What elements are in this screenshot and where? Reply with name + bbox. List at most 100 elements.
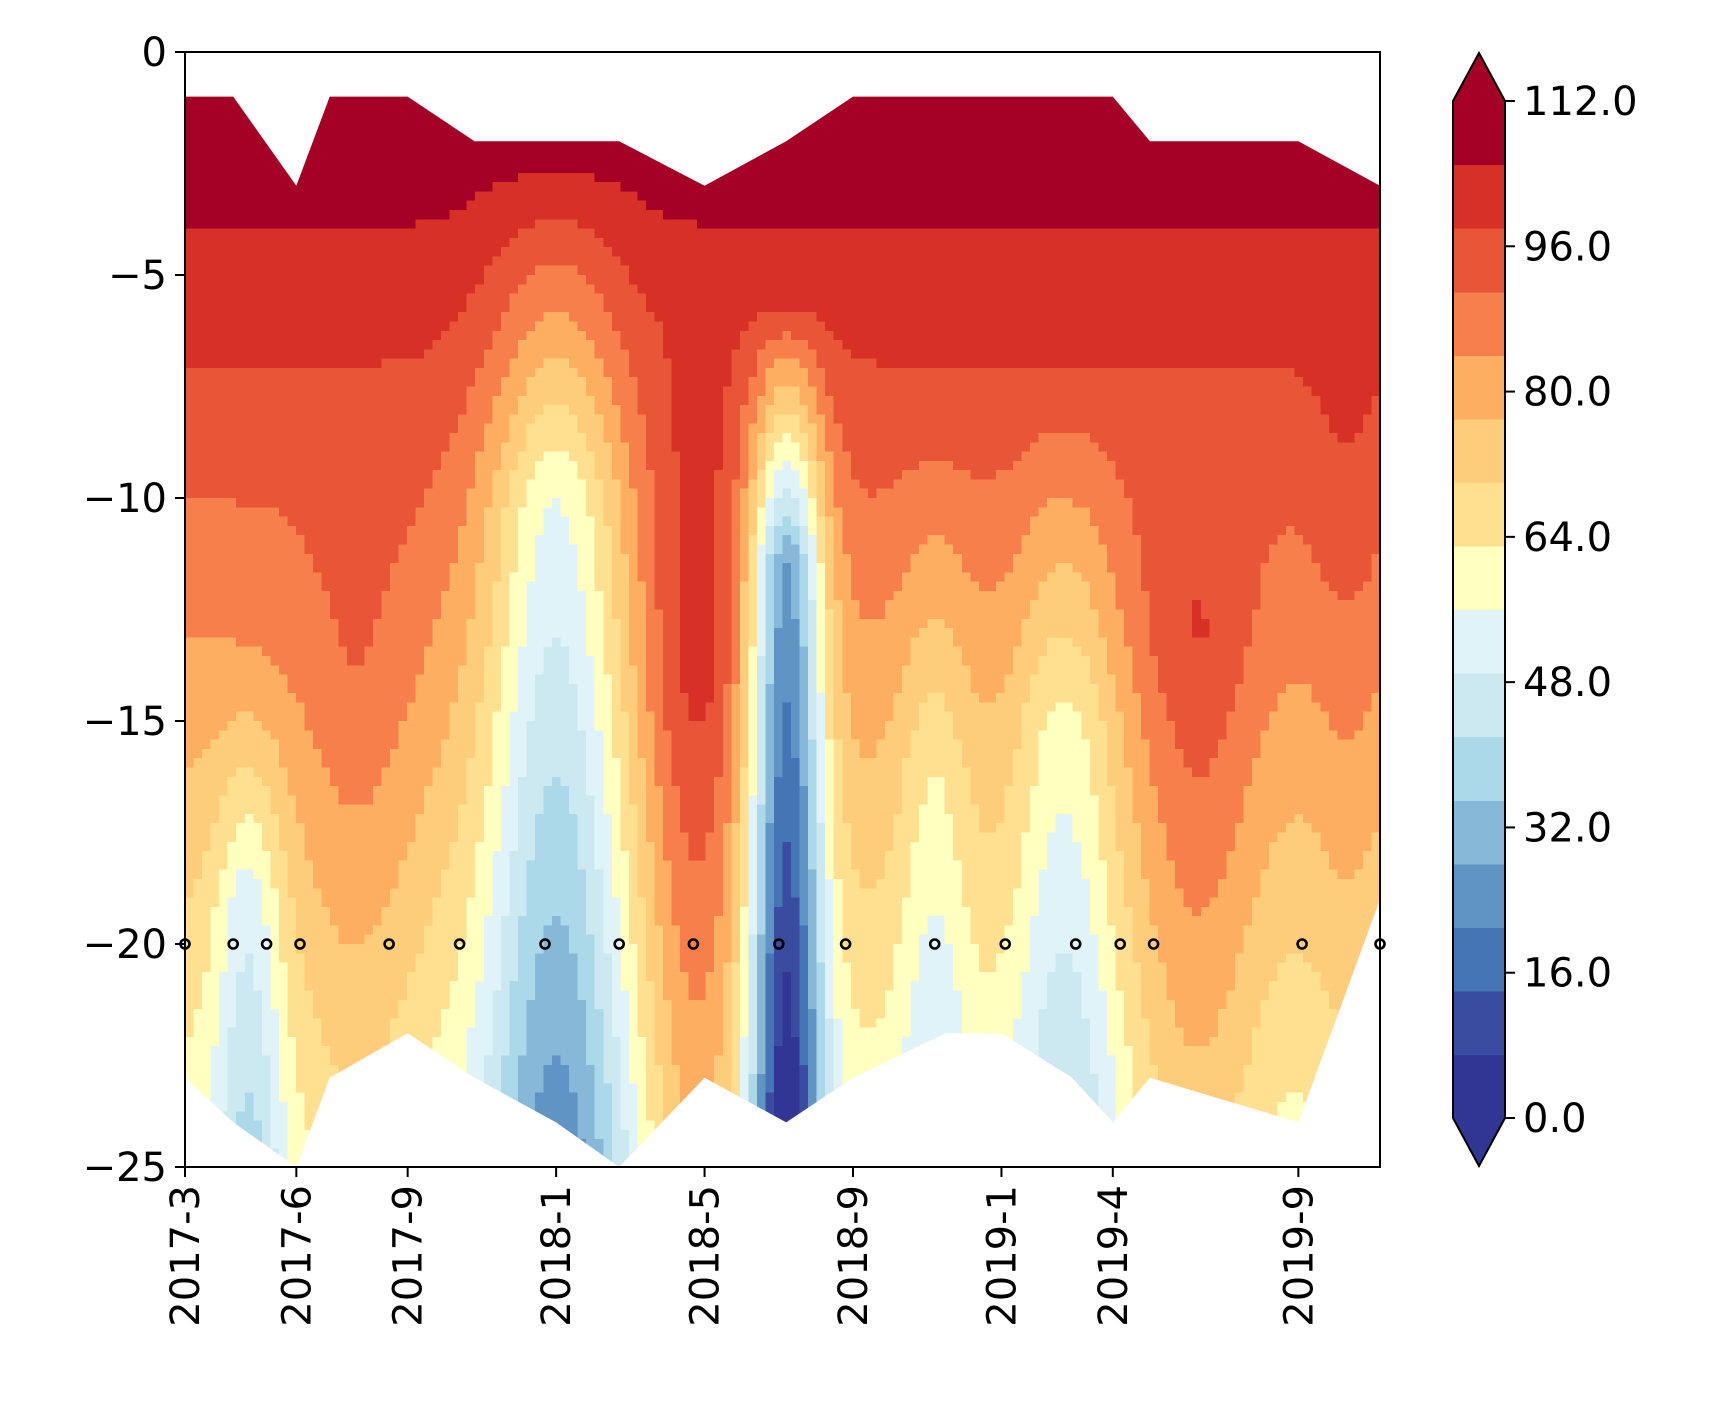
contour-cell <box>364 748 374 759</box>
contour-cell <box>364 358 374 369</box>
contour-cell <box>381 479 391 490</box>
contour-cell <box>185 674 195 685</box>
contour-cell <box>389 442 399 453</box>
contour-cell <box>202 1009 212 1019</box>
contour-cell <box>202 878 212 889</box>
contour-cell <box>253 1074 263 1084</box>
contour-cell <box>193 841 203 852</box>
contour-cell <box>424 999 434 1010</box>
contour-cell <box>227 228 237 239</box>
contour-cell <box>406 516 417 527</box>
contour-cell <box>449 767 459 778</box>
contour-cell <box>304 748 314 759</box>
contour-cell <box>475 869 485 880</box>
contour-cell <box>364 990 374 1001</box>
contour-cell <box>295 795 306 806</box>
contour-cell <box>278 247 289 258</box>
contour-cell <box>509 1027 519 1038</box>
contour-cell <box>534 293 545 304</box>
contour-cell <box>261 1129 271 1140</box>
contour-cell <box>227 386 237 397</box>
contour-cell <box>330 841 340 852</box>
contour-cell <box>458 841 468 852</box>
contour-cell <box>509 990 519 1001</box>
contour-cell <box>449 683 459 694</box>
contour-cell <box>321 655 331 666</box>
contour-cell <box>210 228 220 239</box>
contour-cell <box>509 340 519 350</box>
contour-cell <box>406 981 417 992</box>
contour-cell <box>526 423 536 434</box>
contour-cell <box>219 553 229 564</box>
contour-cell <box>355 321 365 332</box>
contour-cell <box>219 944 229 954</box>
contour-cell <box>321 600 331 611</box>
contour-cell <box>304 999 314 1010</box>
contour-cell <box>398 98 408 109</box>
contour-cell <box>287 813 297 824</box>
contour-cell <box>261 293 271 304</box>
contour-cell <box>424 990 434 1001</box>
contour-cell <box>227 442 237 453</box>
contour-cell <box>424 823 434 834</box>
contour-cell <box>458 1018 468 1029</box>
contour-cell <box>415 293 425 304</box>
contour-cell <box>304 888 314 899</box>
contour-cell <box>270 154 280 165</box>
contour-cell <box>338 832 348 843</box>
contour-cell <box>389 1009 399 1019</box>
contour-cell <box>193 981 203 992</box>
contour-cell <box>261 386 271 397</box>
contour-cell <box>287 451 297 462</box>
contour-cell <box>236 776 246 787</box>
contour-cell <box>364 1046 374 1057</box>
contour-cell <box>321 144 331 155</box>
contour-cell <box>415 479 425 490</box>
contour-cell <box>185 832 195 843</box>
contour-cell <box>406 860 417 871</box>
contour-cell <box>364 144 374 155</box>
contour-cell <box>534 479 545 490</box>
contour-cell <box>364 795 374 806</box>
contour-cell <box>492 1074 502 1084</box>
contour-cell <box>313 711 323 722</box>
contour-cell <box>227 191 237 202</box>
contour-cell <box>355 377 365 388</box>
contour-cell <box>424 191 434 202</box>
contour-cell <box>347 182 357 192</box>
contour-cell <box>534 460 545 471</box>
contour-cell <box>389 154 399 165</box>
contour-cell <box>278 498 289 508</box>
contour-cell <box>381 590 391 601</box>
contour-cell <box>210 628 220 638</box>
contour-cell <box>185 451 195 462</box>
contour-cell <box>219 925 229 936</box>
contour-cell <box>202 172 212 183</box>
contour-cell <box>441 906 451 917</box>
contour-cell <box>253 786 263 796</box>
contour-cell <box>475 590 485 601</box>
contour-cell <box>295 758 306 769</box>
contour-cell <box>389 144 399 155</box>
contour-cell <box>270 990 280 1001</box>
contour-cell <box>244 284 254 295</box>
contour-cell <box>278 377 289 388</box>
contour-cell <box>347 674 357 685</box>
contour-cell <box>355 925 365 936</box>
contour-cell <box>244 897 254 908</box>
contour-cell <box>295 581 306 592</box>
contour-cell <box>526 498 536 508</box>
contour-cell <box>381 962 391 973</box>
contour-cell <box>202 1046 212 1057</box>
contour-cell <box>364 414 374 425</box>
contour-cell <box>227 367 237 378</box>
contour-cell <box>236 479 246 490</box>
contour-cell <box>364 405 374 415</box>
contour-cell <box>253 1046 263 1057</box>
contour-cell <box>330 516 340 527</box>
contour-cell <box>193 1055 203 1066</box>
contour-cell <box>338 906 348 917</box>
contour-cell <box>483 516 493 527</box>
contour-cell <box>475 721 485 731</box>
contour-cell <box>398 934 408 945</box>
